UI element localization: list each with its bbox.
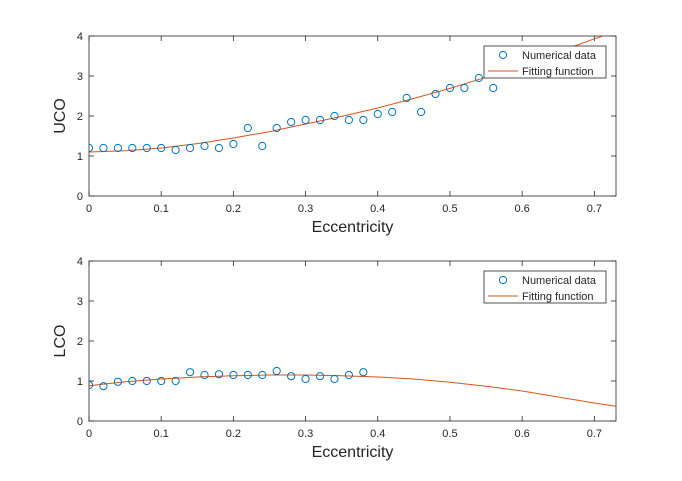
y-tick-label: 1 xyxy=(77,151,83,163)
numerical-data-point xyxy=(142,143,151,153)
numerical-data-point xyxy=(359,368,368,377)
numerical-data-point xyxy=(445,83,455,93)
chart-panel-1: 0 0.1 0.2 0.3 0.4 0.5 0.6 0.7 0 1 2 3 4 Eccentricity L… xyxy=(52,256,617,461)
x-tick-label: 0.1 xyxy=(154,428,169,440)
y-tick-label: 2 xyxy=(77,111,83,123)
legend: Numerical data Fitting function xyxy=(483,270,607,304)
numerical-data-point xyxy=(344,115,353,125)
numerical-data-point xyxy=(287,117,296,127)
numerical-data-point xyxy=(214,370,224,379)
numerical-data-point xyxy=(489,83,498,93)
numerical-data-point xyxy=(214,143,224,153)
numerical-data-point xyxy=(243,123,252,133)
legend-entry-label: Fitting function xyxy=(522,66,594,78)
numerical-data-point xyxy=(113,377,122,386)
numerical-data-point xyxy=(157,376,166,386)
numerical-data-point xyxy=(388,107,397,117)
y-tick-label: 0 xyxy=(77,191,83,203)
numerical-data-point xyxy=(359,115,368,125)
numerical-data-point xyxy=(128,376,137,386)
x-tick-label: 0.7 xyxy=(587,428,602,440)
y-axis-label: LCO xyxy=(52,325,69,358)
x-tick-label: 0.5 xyxy=(442,428,457,440)
chart-panel-0: 0 0.1 0.2 0.3 0.4 0.5 0.6 0.7 0 1 2 3 4 Eccentricity U… xyxy=(52,31,617,236)
numerical-data-point xyxy=(330,111,339,121)
x-axis-label: Eccentricity xyxy=(312,444,394,461)
x-tick-label: 0 xyxy=(86,203,92,215)
numerical-data-point xyxy=(142,376,151,386)
numerical-data-point xyxy=(344,370,353,380)
legend: Numerical data Fitting function xyxy=(483,45,607,79)
legend-entry-label: Fitting function xyxy=(522,291,594,303)
numerical-data-point xyxy=(315,372,325,381)
x-tick-label: 0.4 xyxy=(370,428,385,440)
numerical-data-point xyxy=(171,376,180,386)
y-tick-label: 4 xyxy=(77,31,83,43)
x-tick-label: 0.2 xyxy=(226,203,241,215)
numerical-data-point xyxy=(272,366,281,376)
numerical-data-point xyxy=(287,372,296,381)
numerical-data-point xyxy=(200,370,209,380)
numerical-data-point xyxy=(113,143,122,153)
y-tick-label: 2 xyxy=(77,336,83,348)
numerical-data-point xyxy=(171,145,180,155)
plot-area xyxy=(89,366,616,407)
x-axis-label: Eccentricity xyxy=(312,219,394,236)
numerical-data-point xyxy=(89,143,94,153)
y-tick-label: 4 xyxy=(77,256,83,268)
y-tick-label: 0 xyxy=(77,416,83,428)
numerical-data-point xyxy=(402,93,411,103)
numerical-data-point xyxy=(157,143,166,153)
numerical-data-point xyxy=(301,374,310,384)
numerical-data-point xyxy=(373,109,382,119)
numerical-data-point xyxy=(99,382,108,391)
numerical-data-point xyxy=(258,370,267,380)
numerical-data-point xyxy=(474,73,483,83)
x-tick-label: 0 xyxy=(86,428,92,440)
legend-marker-numerical xyxy=(498,50,508,60)
numerical-data-point xyxy=(301,115,310,125)
x-tick-label: 0.3 xyxy=(298,203,313,215)
x-tick-label: 0.4 xyxy=(370,203,385,215)
numerical-data-point xyxy=(89,380,94,390)
numerical-data-point xyxy=(185,143,195,153)
numerical-data-point xyxy=(229,139,238,149)
x-tick-label: 0.5 xyxy=(442,203,457,215)
x-tick-label: 0.6 xyxy=(515,203,530,215)
legend-entry-label: Numerical data xyxy=(522,50,597,62)
x-tick-label: 0.3 xyxy=(298,428,313,440)
numerical-data-point xyxy=(200,141,209,151)
numerical-data-point xyxy=(315,115,325,125)
y-tick-label: 3 xyxy=(77,296,83,308)
x-tick-label: 0.1 xyxy=(154,203,169,215)
legend-entry-label: Numerical data xyxy=(522,275,597,287)
x-tick-label: 0.2 xyxy=(226,428,241,440)
numerical-data-point xyxy=(330,374,339,384)
fitting-function-line xyxy=(89,374,616,407)
numerical-data-point xyxy=(185,368,195,377)
y-axis-label: UCO xyxy=(52,98,69,134)
x-tick-label: 0.6 xyxy=(515,428,530,440)
numerical-data-point xyxy=(416,107,426,117)
legend-marker-numerical xyxy=(498,275,508,285)
numerical-data-point xyxy=(243,370,252,380)
numerical-data-point xyxy=(272,123,281,133)
numerical-data-point xyxy=(99,143,108,153)
numerical-data-point xyxy=(431,89,440,99)
x-tick-label: 0.7 xyxy=(587,203,602,215)
numerical-data-point xyxy=(258,141,267,151)
numerical-data-point xyxy=(460,83,469,93)
numerical-data-point xyxy=(229,370,238,380)
y-tick-label: 3 xyxy=(77,71,83,83)
y-tick-label: 1 xyxy=(77,376,83,388)
numerical-data-point xyxy=(128,143,137,153)
